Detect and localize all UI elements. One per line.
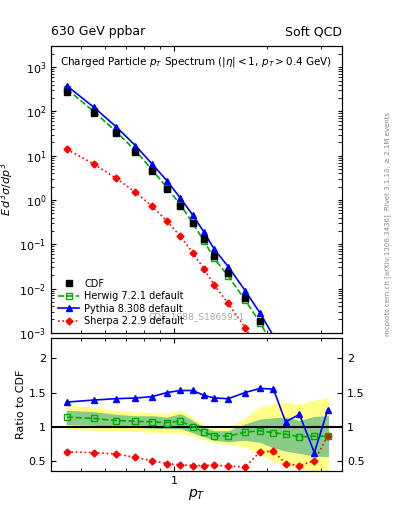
Pythia 8.308 default xyxy=(190,212,195,218)
Herwig 7.2.1 default xyxy=(150,167,154,173)
Pythia 8.308 default xyxy=(114,124,119,130)
Herwig 7.2.1 default xyxy=(325,451,330,457)
Herwig 7.2.1 default xyxy=(212,255,217,262)
Pythia 8.308 default xyxy=(271,333,276,339)
Pythia 8.308 default xyxy=(325,441,330,447)
Herwig 7.2.1 default xyxy=(114,129,119,135)
Line: CDF: CDF xyxy=(63,88,331,455)
Sherpa 2.2.9 default xyxy=(312,449,317,455)
Sherpa 2.2.9 default xyxy=(178,233,183,240)
Y-axis label: $E\,d^3\sigma/dp^3$: $E\,d^3\sigma/dp^3$ xyxy=(0,163,17,216)
Line: Pythia 8.308 default: Pythia 8.308 default xyxy=(64,83,331,447)
Pythia 8.308 default xyxy=(226,264,231,270)
CDF xyxy=(114,130,119,136)
Text: CDF_1988_S1865951: CDF_1988_S1865951 xyxy=(149,312,244,322)
Herwig 7.2.1 default xyxy=(271,343,276,349)
Pythia 8.308 default xyxy=(150,161,154,167)
Pythia 8.308 default xyxy=(165,178,169,184)
Line: Herwig 7.2.1 default: Herwig 7.2.1 default xyxy=(64,87,331,457)
Sherpa 2.2.9 default xyxy=(325,478,330,484)
Herwig 7.2.1 default xyxy=(226,273,231,279)
Sherpa 2.2.9 default xyxy=(212,282,217,288)
Herwig 7.2.1 default xyxy=(92,109,96,115)
Pythia 8.308 default xyxy=(92,104,96,110)
CDF xyxy=(150,168,154,174)
Pythia 8.308 default xyxy=(312,412,317,418)
CDF xyxy=(165,186,169,192)
CDF xyxy=(283,362,288,369)
Herwig 7.2.1 default xyxy=(190,220,195,226)
Text: Charged Particle $p_T$ Spectrum ($|\eta|<1,\,p_T>0.4$ GeV): Charged Particle $p_T$ Spectrum ($|\eta|… xyxy=(61,55,332,69)
Pythia 8.308 default xyxy=(178,195,183,201)
CDF xyxy=(226,270,231,276)
Text: mcplots.cern.ch [arXiv:1306.3436]: mcplots.cern.ch [arXiv:1306.3436] xyxy=(384,215,391,336)
Y-axis label: Ratio to CDF: Ratio to CDF xyxy=(16,370,26,439)
Herwig 7.2.1 default xyxy=(165,185,169,191)
CDF xyxy=(312,419,317,425)
CDF xyxy=(92,111,96,117)
CDF xyxy=(297,389,302,395)
Sherpa 2.2.9 default xyxy=(297,419,302,425)
Sherpa 2.2.9 default xyxy=(165,218,169,224)
Sherpa 2.2.9 default xyxy=(226,301,231,307)
Herwig 7.2.1 default xyxy=(312,422,317,428)
Pythia 8.308 default xyxy=(283,355,288,361)
Herwig 7.2.1 default xyxy=(64,86,69,92)
Sherpa 2.2.9 default xyxy=(283,393,288,399)
CDF xyxy=(212,253,217,259)
Sherpa 2.2.9 default xyxy=(202,266,206,272)
Sherpa 2.2.9 default xyxy=(92,161,96,167)
CDF xyxy=(325,449,330,455)
CDF xyxy=(202,236,206,242)
Sherpa 2.2.9 default xyxy=(64,146,69,153)
Sherpa 2.2.9 default xyxy=(114,175,119,181)
Herwig 7.2.1 default xyxy=(297,392,302,398)
Legend: CDF, Herwig 7.2.1 default, Pythia 8.308 default, Sherpa 2.2.9 default: CDF, Herwig 7.2.1 default, Pythia 8.308 … xyxy=(56,277,186,328)
Pythia 8.308 default xyxy=(212,246,217,252)
Herwig 7.2.1 default xyxy=(283,365,288,371)
CDF xyxy=(64,89,69,95)
Pythia 8.308 default xyxy=(297,381,302,388)
Text: 630 GeV ppbar: 630 GeV ppbar xyxy=(51,26,145,38)
CDF xyxy=(243,295,248,302)
Herwig 7.2.1 default xyxy=(243,297,248,303)
Pythia 8.308 default xyxy=(202,229,206,235)
CDF xyxy=(133,149,138,155)
Pythia 8.308 default xyxy=(243,287,248,293)
Text: Rivet 3.1.10, ≥ 2.1M events: Rivet 3.1.10, ≥ 2.1M events xyxy=(385,112,391,210)
Sherpa 2.2.9 default xyxy=(258,348,263,354)
X-axis label: $p_T$: $p_T$ xyxy=(188,487,205,502)
CDF xyxy=(190,220,195,226)
Pythia 8.308 default xyxy=(133,142,138,148)
Sherpa 2.2.9 default xyxy=(243,325,248,331)
Sherpa 2.2.9 default xyxy=(190,249,195,255)
Sherpa 2.2.9 default xyxy=(133,189,138,195)
CDF xyxy=(178,203,183,209)
Text: Soft QCD: Soft QCD xyxy=(285,26,342,38)
Pythia 8.308 default xyxy=(258,310,263,316)
CDF xyxy=(258,318,263,325)
Herwig 7.2.1 default xyxy=(178,202,183,208)
Herwig 7.2.1 default xyxy=(258,319,263,326)
Sherpa 2.2.9 default xyxy=(150,203,154,209)
Sherpa 2.2.9 default xyxy=(271,371,276,377)
Line: Sherpa 2.2.9 default: Sherpa 2.2.9 default xyxy=(64,147,330,484)
Herwig 7.2.1 default xyxy=(202,238,206,244)
Pythia 8.308 default xyxy=(64,83,69,89)
CDF xyxy=(271,341,276,347)
Herwig 7.2.1 default xyxy=(133,147,138,154)
